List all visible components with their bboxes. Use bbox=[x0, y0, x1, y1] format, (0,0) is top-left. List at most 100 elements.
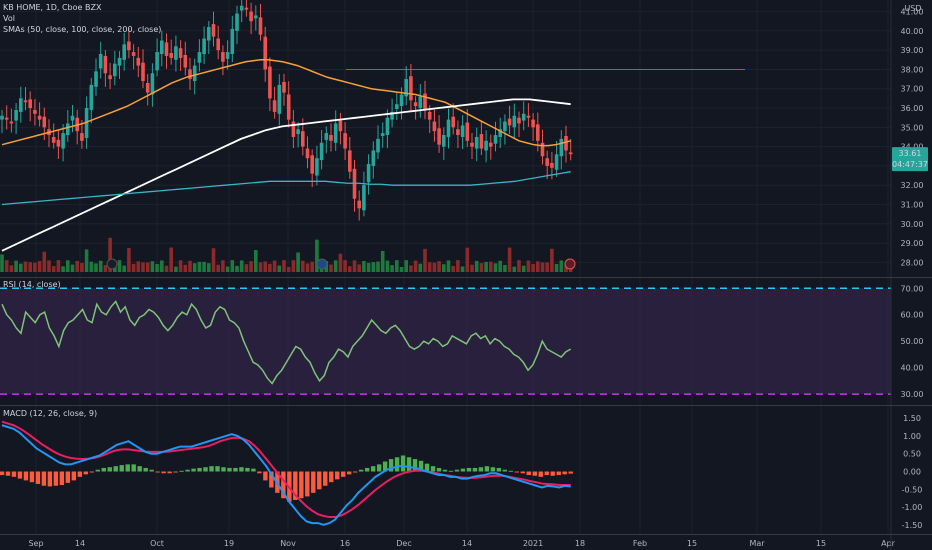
macd-histogram-bar bbox=[299, 471, 304, 499]
volume-bar bbox=[343, 260, 347, 272]
macd-histogram-bar bbox=[496, 467, 502, 472]
macd-histogram-bar bbox=[245, 467, 250, 472]
price-pane[interactable] bbox=[0, 0, 745, 272]
candle-body bbox=[512, 115, 517, 128]
macd-pane[interactable] bbox=[0, 420, 573, 526]
volume-bar bbox=[108, 237, 112, 272]
sma-legend[interactable]: SMAs (50, close, 100, close, 200, close) bbox=[3, 25, 162, 34]
volume-bar bbox=[333, 260, 338, 272]
volume-bar bbox=[225, 266, 230, 272]
macd-histogram-bar bbox=[89, 471, 94, 473]
volume-bar bbox=[512, 266, 517, 272]
macd-histogram-bar bbox=[23, 471, 29, 481]
rsi-tick-label: 60.00 bbox=[901, 311, 924, 320]
macd-histogram-bar bbox=[412, 459, 418, 472]
volume-bar bbox=[84, 249, 89, 272]
candle-body bbox=[460, 125, 465, 137]
candle-body bbox=[169, 53, 173, 58]
macd-histogram-bar bbox=[29, 471, 35, 483]
candle-body bbox=[80, 133, 84, 141]
volume-bar bbox=[540, 262, 545, 272]
macd-histogram-bar bbox=[203, 467, 208, 472]
candle-body bbox=[202, 38, 206, 55]
macd-histogram-bar bbox=[131, 464, 136, 472]
volume-bar bbox=[296, 252, 300, 272]
candle-body bbox=[456, 129, 460, 136]
volume-bar bbox=[357, 264, 361, 272]
candle-body bbox=[371, 150, 376, 166]
volume-bar bbox=[559, 260, 564, 272]
volume-legend[interactable]: Vol bbox=[3, 14, 15, 23]
macd-histogram-bar bbox=[484, 466, 490, 472]
macd-tick-label: -1.50 bbox=[902, 521, 923, 530]
macd-histogram-bar bbox=[442, 469, 448, 472]
macd-histogram-bar bbox=[448, 470, 454, 472]
volume-bar bbox=[150, 261, 155, 272]
volume-bar bbox=[207, 263, 211, 272]
volume-bar bbox=[517, 260, 521, 272]
macd-legend[interactable]: MACD (12, 26, close, 9) bbox=[3, 409, 98, 418]
macd-histogram-bar bbox=[550, 471, 555, 476]
macd-histogram-bar bbox=[41, 471, 47, 486]
volume-bar bbox=[230, 260, 235, 272]
volume-bar bbox=[521, 265, 526, 272]
volume-bar bbox=[484, 261, 488, 272]
price-tick-label: 28.00 bbox=[901, 258, 924, 267]
time-tick-label: Feb bbox=[633, 539, 647, 548]
volume-bar bbox=[371, 262, 376, 272]
volume-bar bbox=[465, 247, 470, 272]
candle-body bbox=[141, 62, 145, 82]
volume-bar bbox=[80, 263, 84, 272]
macd-histogram-bar bbox=[335, 471, 340, 480]
candle-body bbox=[127, 41, 131, 51]
candle-body bbox=[423, 93, 427, 110]
volume-bar bbox=[366, 262, 371, 272]
macd-tick-label: -0.50 bbox=[902, 485, 923, 494]
macd-histogram-bar bbox=[352, 471, 358, 473]
currency-label: USD bbox=[904, 4, 921, 13]
macd-histogram-bar bbox=[394, 457, 400, 472]
volume-bar bbox=[268, 263, 272, 272]
time-tick-label: 14 bbox=[462, 539, 472, 548]
macd-histogram-bar bbox=[364, 467, 370, 472]
rsi-legend[interactable]: RSI (14, close) bbox=[3, 280, 61, 289]
volume-bar bbox=[211, 248, 216, 272]
candle-body bbox=[315, 158, 319, 176]
volume-bar bbox=[272, 260, 277, 272]
volume-bar bbox=[221, 260, 225, 272]
candle-body bbox=[221, 52, 225, 62]
candle-body bbox=[550, 163, 554, 168]
price-tick-label: 35.00 bbox=[901, 123, 924, 132]
candle-body bbox=[503, 121, 507, 132]
time-tick-label: 2021 bbox=[523, 539, 543, 548]
volume-bar bbox=[526, 260, 531, 272]
rsi-pane[interactable] bbox=[0, 287, 891, 395]
candle-body bbox=[192, 65, 197, 82]
candle-body bbox=[254, 15, 258, 19]
candle-body bbox=[197, 52, 202, 63]
macd-histogram-bar bbox=[65, 471, 71, 483]
symbol-title[interactable]: KB HOME, 1D, Cboe BZX bbox=[3, 3, 102, 12]
price-tick-label: 29.00 bbox=[901, 239, 924, 248]
volume-bar bbox=[362, 261, 366, 272]
macd-tick-label: 0.50 bbox=[903, 450, 921, 459]
volume-bar bbox=[127, 247, 131, 272]
macd-histogram-bar bbox=[257, 471, 262, 474]
candle-body bbox=[174, 46, 178, 60]
volume-bar bbox=[235, 265, 239, 272]
candle-body bbox=[211, 24, 216, 37]
candle-body bbox=[155, 52, 159, 71]
macd-histogram-bar bbox=[424, 463, 430, 472]
time-tick-label: 15 bbox=[687, 539, 697, 548]
time-tick-label: 19 bbox=[224, 539, 234, 548]
volume-bar bbox=[192, 263, 197, 272]
volume-bar bbox=[136, 261, 141, 272]
candle-body bbox=[432, 121, 437, 132]
price-tick-label: 38.00 bbox=[901, 65, 924, 74]
macd-histogram-bar bbox=[382, 461, 388, 472]
volume-bar bbox=[470, 264, 474, 272]
macd-histogram-bar bbox=[376, 464, 382, 472]
volume-bar bbox=[432, 262, 437, 272]
volume-bar bbox=[531, 263, 535, 272]
